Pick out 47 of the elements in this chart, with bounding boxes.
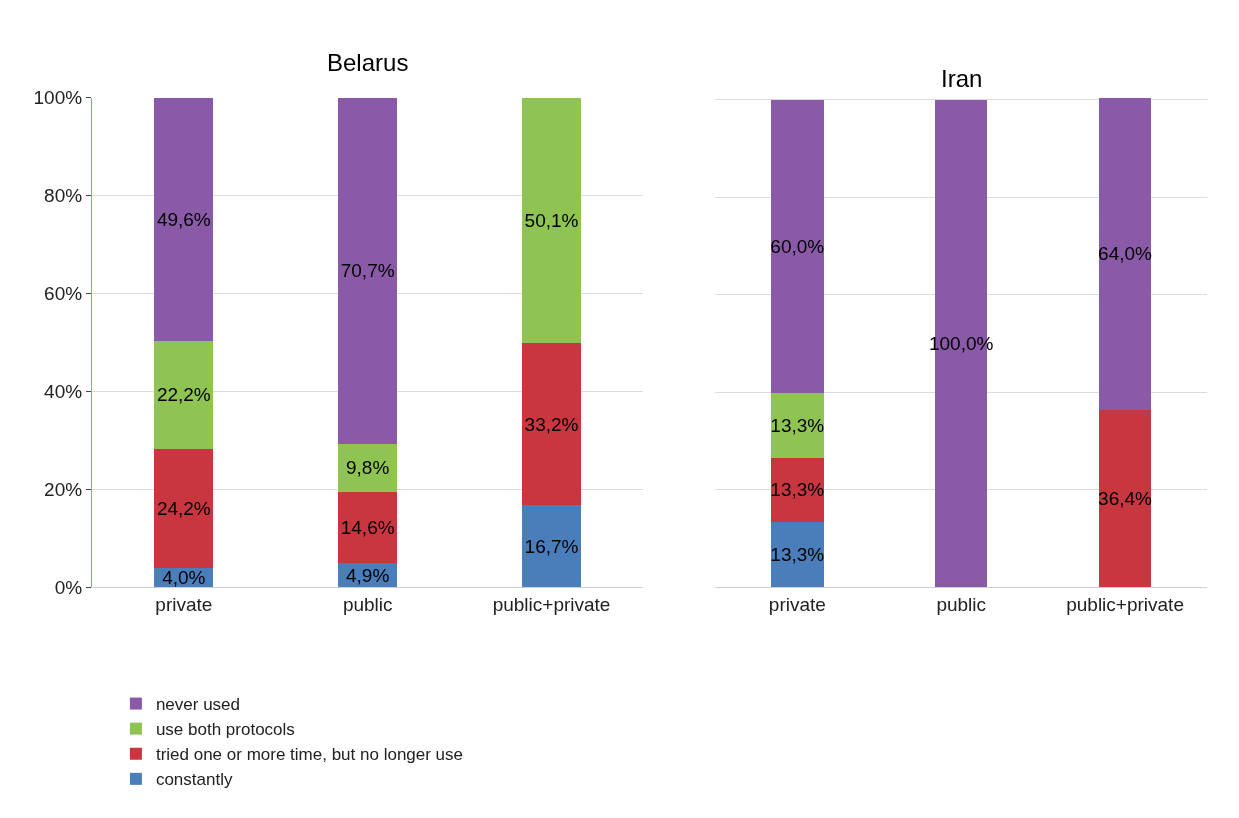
bar bbox=[338, 491, 398, 564]
x-tick-label: public+private bbox=[492, 594, 611, 616]
bar bbox=[522, 505, 581, 588]
bar bbox=[338, 97, 398, 444]
bar bbox=[154, 449, 214, 568]
chart-title: Belarus bbox=[327, 49, 409, 76]
x-tick-label: public bbox=[342, 594, 393, 616]
legend-label: use both protocols bbox=[155, 720, 295, 740]
data-label: 70,7% bbox=[340, 260, 395, 282]
x-tick-label: private bbox=[768, 594, 826, 616]
data-label: 13,3% bbox=[770, 414, 825, 436]
bar bbox=[1098, 409, 1152, 588]
bar bbox=[771, 392, 824, 458]
data-label: 50,1% bbox=[524, 209, 579, 231]
legend-label: constantly bbox=[155, 770, 233, 790]
legend-label: never used bbox=[155, 695, 241, 715]
y-tick-label: 100% bbox=[33, 87, 83, 109]
bar bbox=[522, 97, 581, 343]
data-label: 24,2% bbox=[156, 497, 211, 519]
x-tick-label: public+private bbox=[1066, 594, 1184, 616]
bar bbox=[1098, 97, 1152, 410]
data-label: 4,9% bbox=[346, 564, 390, 586]
data-label: 33,2% bbox=[524, 413, 579, 435]
y-tick-label: 20% bbox=[44, 478, 83, 500]
data-label: 49,6% bbox=[156, 208, 211, 230]
y-tick-label: 0% bbox=[54, 576, 83, 598]
data-label: 14,6% bbox=[340, 516, 395, 538]
data-label: 4,0% bbox=[162, 566, 206, 588]
x-tick-label: private bbox=[155, 594, 213, 616]
data-label: 13,3% bbox=[770, 544, 825, 566]
data-label: 16,7% bbox=[524, 535, 579, 557]
y-tick-label: 60% bbox=[44, 283, 83, 305]
bar bbox=[771, 457, 824, 523]
x-tick-label: public bbox=[936, 594, 987, 616]
data-label: 13,3% bbox=[770, 479, 825, 501]
data-label: 9,8% bbox=[346, 457, 390, 479]
bar bbox=[154, 340, 214, 450]
bar bbox=[154, 97, 214, 341]
y-tick-label: 80% bbox=[44, 185, 83, 207]
data-label: 60,0% bbox=[770, 235, 825, 257]
bar bbox=[771, 522, 824, 588]
y-tick-label: 40% bbox=[44, 381, 83, 403]
legend-label: tried one or more time, but no longer use bbox=[155, 745, 464, 765]
bar bbox=[771, 100, 824, 393]
data-label: 22,2% bbox=[156, 384, 211, 406]
bar bbox=[522, 342, 581, 506]
chart-title: Iran bbox=[941, 65, 983, 92]
